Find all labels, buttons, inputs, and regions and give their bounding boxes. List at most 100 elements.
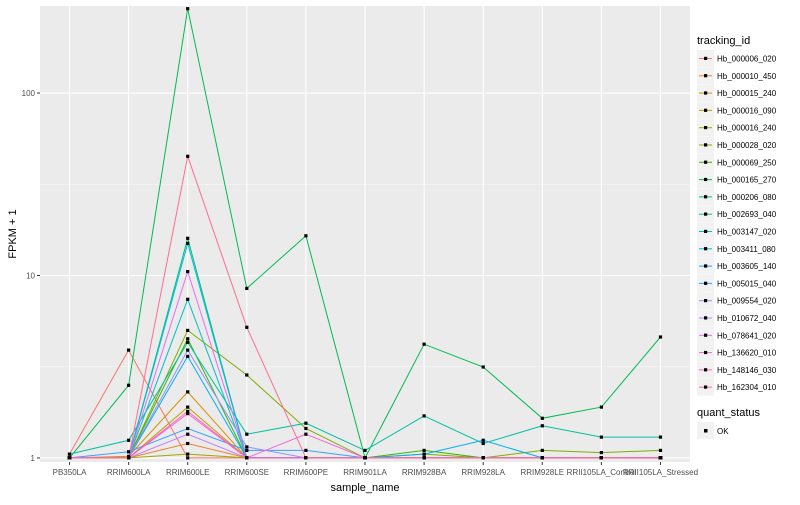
legend-label: Hb_162304_010	[717, 383, 777, 392]
data-point	[304, 234, 308, 238]
legend-label: Hb_000028_020	[717, 141, 777, 150]
data-point	[245, 325, 249, 329]
series-points	[67, 7, 663, 460]
data-point	[186, 236, 190, 240]
legend-key-point	[704, 333, 708, 337]
legend-label: Hb_003147_020	[717, 228, 777, 237]
legend-label: Hb_000016_240	[717, 124, 777, 133]
legend-label: Hb_136620_010	[717, 349, 777, 358]
data-point	[304, 448, 308, 452]
data-point	[186, 270, 190, 274]
data-point	[363, 448, 367, 452]
data-point	[540, 456, 544, 460]
data-point	[422, 448, 426, 452]
x-tick-label: RRIM928BA	[402, 468, 447, 477]
legend-key-point	[704, 229, 708, 233]
data-point	[422, 456, 426, 460]
x-tick-label: RRII105LA_Control	[567, 468, 637, 477]
data-point	[245, 445, 249, 449]
data-point	[422, 414, 426, 418]
x-tick-label: RRIM901LA	[343, 468, 387, 477]
data-point	[186, 390, 190, 394]
data-point	[127, 348, 131, 352]
data-point	[186, 337, 190, 341]
data-point	[422, 452, 426, 456]
legend-shape-marker	[704, 429, 708, 433]
data-point	[422, 342, 426, 346]
x-tick-label: RRIM928LA	[461, 468, 505, 477]
legend-key-point	[704, 299, 708, 303]
y-tick-label: 10	[26, 271, 35, 280]
legend-label: Hb_000165_270	[717, 176, 777, 185]
x-axis: PB350LA RRIM600LA RRIM600LE RRIM600SE RRIM60…	[53, 462, 698, 477]
legend-key-point	[704, 350, 708, 355]
x-tick-label: RRIM600LE	[166, 468, 210, 477]
legend: tracking_id Hb_000006_020Hb_000010_450Hb…	[697, 35, 777, 439]
legend-key-point	[704, 108, 708, 112]
data-point	[481, 365, 485, 369]
legend-label: Hb_148146_030	[717, 366, 777, 375]
legend-key-point	[704, 212, 708, 216]
legend-key-point	[704, 177, 708, 182]
legend-key-point	[704, 264, 708, 268]
data-point	[245, 448, 249, 452]
data-point	[599, 451, 603, 455]
legend-title: tracking_id	[697, 35, 750, 47]
data-point	[127, 456, 131, 460]
data-point	[186, 409, 190, 413]
data-point	[658, 435, 663, 439]
data-point	[186, 456, 190, 460]
data-point	[186, 297, 190, 301]
data-point	[186, 405, 190, 409]
legend-label: Hb_010672_040	[717, 314, 777, 323]
x-tick-label: RRII105LA_Stressed	[623, 468, 698, 477]
data-point	[540, 448, 544, 452]
legend-key-point	[704, 368, 708, 372]
legend-label: Hb_009554_020	[717, 297, 777, 306]
data-point	[658, 456, 663, 460]
data-point	[540, 424, 544, 428]
legend-key-point	[704, 143, 708, 147]
legend-label: Hb_003411_080	[717, 245, 776, 254]
y-tick-label: 100	[22, 89, 36, 98]
data-point	[186, 154, 190, 158]
data-point	[186, 354, 190, 358]
data-point	[186, 432, 190, 436]
data-point	[186, 348, 190, 352]
data-point	[245, 432, 249, 436]
x-tick-label: RRIM600PE	[284, 468, 328, 477]
data-point	[186, 7, 190, 11]
legend-shape-label: OK	[717, 427, 729, 436]
data-point	[304, 421, 308, 425]
legend-label: Hb_000069_250	[717, 158, 777, 167]
y-tick-label: 1	[31, 454, 36, 463]
y-axis: 1 10 100	[22, 89, 40, 463]
data-point	[599, 435, 603, 439]
x-tick-label: RRIM928LE	[520, 468, 564, 477]
data-point	[304, 456, 308, 460]
legend-key-point	[704, 281, 708, 285]
legend-label: Hb_002693_040	[717, 210, 777, 219]
data-point	[540, 416, 544, 420]
data-point	[186, 441, 190, 446]
legend-key-point	[704, 195, 708, 199]
legend-key-point	[704, 56, 708, 60]
legend-shape-title: quant_status	[697, 407, 760, 419]
data-point	[481, 456, 485, 460]
legend-key-point	[704, 247, 708, 251]
legend-key-point	[704, 316, 708, 320]
data-point	[127, 438, 131, 442]
x-tick-label: RRIM600LA	[107, 468, 151, 477]
legend-key-point	[704, 126, 708, 130]
data-point	[245, 286, 249, 290]
data-point	[599, 405, 603, 409]
legend-items: Hb_000006_020 Hb_000010_450 Hb_000015_240 H…	[697, 50, 777, 396]
data-point	[599, 456, 603, 460]
legend-label: Hb_000006_020	[717, 55, 777, 64]
data-point	[245, 373, 249, 377]
data-point	[67, 452, 72, 456]
legend-label: Hb_000016_090	[717, 106, 777, 115]
legend-label: Hb_003605_140	[717, 262, 777, 271]
data-point	[658, 448, 663, 452]
